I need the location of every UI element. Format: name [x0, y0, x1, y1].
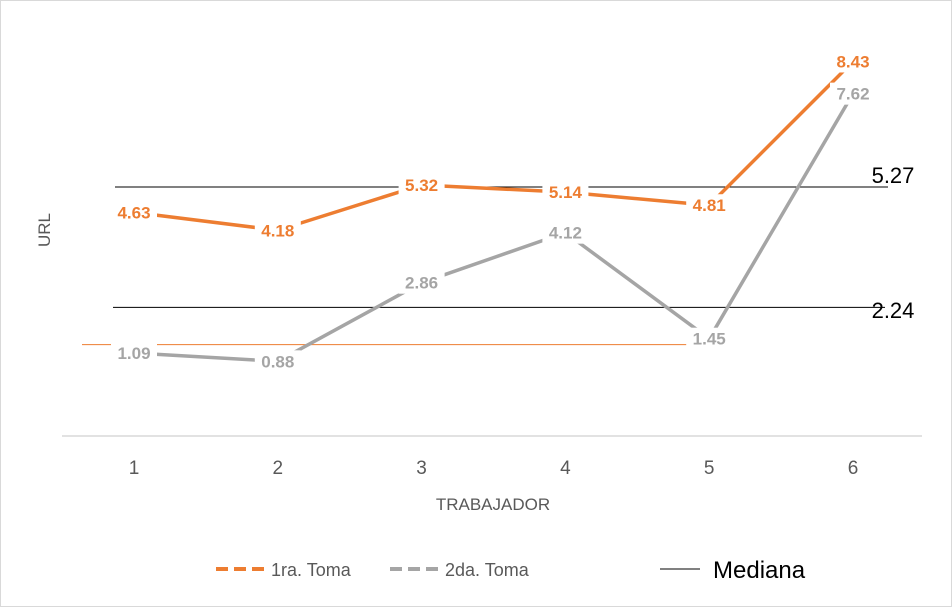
- data-label-bg: [398, 173, 445, 196]
- data-label-bg: [542, 221, 589, 244]
- legend-label-2da-toma: 2da. Toma: [445, 560, 530, 580]
- x-tick-label-2: 2: [273, 458, 284, 479]
- data-label-s2-p1: 1.09: [111, 341, 157, 364]
- data-labels: 4.63 4.18 5.32 5.14 4.81 8.43 1.09 0.88 2.86 4.12…: [111, 50, 876, 373]
- legend-label-1ra-toma: 1ra. Toma: [271, 560, 352, 580]
- y-axis-title: URL: [35, 213, 54, 247]
- data-label-bg: [398, 271, 445, 294]
- x-tick-label-4: 4: [560, 458, 571, 479]
- data-label-bg: [254, 219, 301, 242]
- data-label-s1-p1: 4.63: [111, 201, 157, 224]
- reference-lines: 5.27 2.24: [82, 163, 915, 346]
- data-label-bg: [686, 327, 733, 350]
- series-line-1: [132, 59, 855, 233]
- data-label-text: 7.62: [836, 85, 869, 104]
- x-tick-label-1: 1: [129, 458, 140, 479]
- data-label-bg: [111, 341, 157, 364]
- reference-line-label-2: 2.24: [872, 298, 915, 323]
- x-axis-title: TRABAJADOR: [436, 495, 550, 514]
- data-label-text: 4.12: [549, 224, 582, 243]
- data-label-text: 2.86: [405, 274, 438, 293]
- data-label-s1-p3: 5.32: [398, 173, 445, 196]
- data-label-bg: [830, 82, 876, 105]
- data-label-text: 4.81: [693, 196, 726, 215]
- reference-line-label-1: 5.27: [872, 163, 915, 188]
- data-label-s2-p3: 2.86: [398, 271, 445, 294]
- data-label-s2-p2: 0.88: [254, 350, 301, 373]
- x-tick-labels: 1 2 3 4 5 6: [129, 458, 859, 479]
- data-label-s2-p5: 1.45: [686, 327, 733, 350]
- data-label-text: 1.09: [117, 344, 150, 363]
- data-label-text: 0.88: [261, 352, 294, 371]
- data-label-bg: [830, 50, 876, 73]
- data-label-s1-p6: 8.43: [830, 50, 876, 73]
- x-tick-label-3: 3: [416, 458, 427, 479]
- legend-item-mediana: Mediana: [660, 557, 806, 584]
- data-label-s2-p4: 4.12: [542, 221, 589, 244]
- data-label-text: 5.32: [405, 176, 438, 195]
- data-label-s1-p5: 4.81: [686, 194, 733, 217]
- data-label-s1-p2: 4.18: [254, 219, 301, 242]
- data-label-bg: [254, 350, 301, 373]
- data-label-text: 4.18: [261, 221, 294, 240]
- data-label-text: 8.43: [836, 52, 869, 71]
- legend-item-1ra-toma: 1ra. Toma: [216, 560, 352, 580]
- data-label-text: 1.45: [693, 330, 726, 349]
- x-tick-label-6: 6: [848, 458, 859, 479]
- data-label-bg: [542, 181, 589, 204]
- legend-label-mediana: Mediana: [713, 557, 806, 584]
- legend: 1ra. Toma 2da. Toma Mediana: [216, 557, 806, 584]
- series-line-2: [132, 91, 855, 364]
- legend-item-2da-toma: 2da. Toma: [390, 560, 530, 580]
- series-lines: [132, 59, 855, 364]
- data-label-bg: [686, 194, 733, 217]
- data-label-s1-p4: 5.14: [542, 181, 589, 204]
- x-tick-label-5: 5: [704, 458, 715, 479]
- data-label-bg: [111, 201, 157, 224]
- data-label-text: 5.14: [549, 183, 583, 202]
- data-label-s2-p6: 7.62: [830, 82, 876, 105]
- data-label-text: 4.63: [117, 203, 150, 222]
